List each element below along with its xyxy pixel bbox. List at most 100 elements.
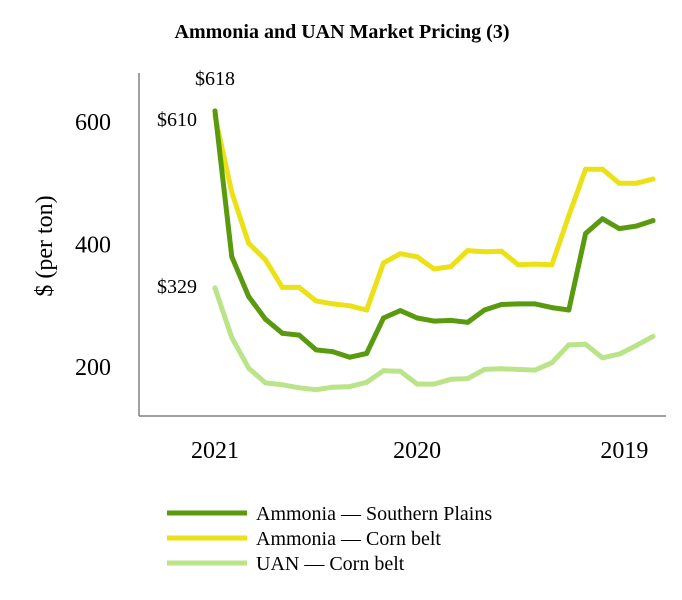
data-point xyxy=(279,284,285,290)
annotations: $618 $610 $329 xyxy=(157,68,235,298)
data-point xyxy=(616,226,622,232)
data-point xyxy=(229,254,235,260)
data-point xyxy=(482,366,487,372)
data-point xyxy=(296,284,302,290)
data-point xyxy=(515,366,521,372)
data-point xyxy=(347,384,353,390)
data-point xyxy=(229,335,235,341)
legend-label: UAN — Corn belt xyxy=(256,553,405,575)
data-point xyxy=(246,365,252,371)
x-tick-label: 2021 xyxy=(191,438,239,464)
x-tick-labels: 2021 2020 2019 xyxy=(191,438,648,464)
y-axis-title: $ (per ton) xyxy=(32,195,58,296)
data-point xyxy=(448,376,454,382)
data-point xyxy=(600,355,605,361)
data-point xyxy=(616,351,622,357)
data-point xyxy=(431,381,437,387)
data-point xyxy=(532,301,538,307)
data-point xyxy=(583,231,589,236)
data-point xyxy=(616,180,622,186)
data-point xyxy=(212,108,218,114)
data-point xyxy=(583,166,589,172)
data-point xyxy=(498,366,504,372)
series-line xyxy=(212,285,656,393)
value-annotation: $610 xyxy=(157,109,197,131)
data-point xyxy=(465,248,471,254)
data-point xyxy=(482,249,487,255)
series-0 xyxy=(212,108,656,360)
y-tick-label: 400 xyxy=(75,233,111,259)
data-point xyxy=(532,261,538,267)
y-tick-label: 200 xyxy=(75,355,111,381)
value-annotation: $329 xyxy=(157,276,197,298)
data-point xyxy=(364,379,370,385)
data-point xyxy=(364,307,370,313)
data-point xyxy=(650,176,656,182)
data-point xyxy=(633,223,639,229)
data-point xyxy=(482,307,487,313)
data-point xyxy=(633,343,639,349)
data-point xyxy=(600,216,605,222)
data-point xyxy=(549,305,555,311)
data-point xyxy=(330,301,336,307)
y-tick-labels: 200 400 600 xyxy=(75,110,111,381)
series-2 xyxy=(212,285,656,393)
data-point xyxy=(650,218,656,224)
data-point xyxy=(229,189,235,195)
data-point xyxy=(515,301,521,307)
data-point xyxy=(397,368,403,374)
data-point xyxy=(448,264,454,270)
data-point xyxy=(381,368,386,374)
data-point xyxy=(364,351,370,356)
data-point xyxy=(263,380,268,386)
data-point xyxy=(212,285,218,291)
data-point xyxy=(566,307,572,313)
legend-item: Ammonia — Corn belt xyxy=(167,528,441,550)
data-point xyxy=(498,302,504,307)
data-point xyxy=(263,316,268,322)
data-point xyxy=(313,298,319,304)
data-point xyxy=(650,333,656,339)
legend-item: Ammonia — Southern Plains xyxy=(167,503,492,525)
data-point xyxy=(414,315,420,321)
series-line xyxy=(212,113,656,313)
data-point xyxy=(583,341,589,347)
data-point xyxy=(263,257,268,263)
legend-item: UAN — Corn belt xyxy=(167,553,405,575)
data-point xyxy=(566,213,572,219)
legend-label: Ammonia — Southern Plains xyxy=(256,503,492,525)
y-tick-label: 600 xyxy=(75,110,111,136)
data-point xyxy=(498,248,504,254)
data-point xyxy=(566,342,572,348)
data-point xyxy=(397,251,403,257)
value-annotation: $618 xyxy=(195,68,235,90)
x-tick-label: 2019 xyxy=(600,438,648,464)
data-point xyxy=(246,240,252,246)
data-point xyxy=(515,262,521,268)
data-point xyxy=(414,381,420,387)
data-point xyxy=(633,180,639,186)
data-point xyxy=(532,367,538,373)
data-point xyxy=(330,349,336,355)
data-point xyxy=(431,318,437,324)
data-point xyxy=(414,254,420,260)
data-point xyxy=(381,260,386,266)
data-point xyxy=(279,330,285,336)
data-point xyxy=(347,303,353,309)
data-point xyxy=(448,317,454,323)
data-point xyxy=(381,315,386,321)
data-point xyxy=(296,332,302,338)
data-point xyxy=(313,347,319,353)
series-lines xyxy=(212,108,656,393)
data-point xyxy=(279,382,285,388)
data-point xyxy=(313,387,319,393)
x-tick-label: 2020 xyxy=(393,438,441,464)
data-point xyxy=(549,360,555,366)
data-point xyxy=(465,319,471,325)
series-1 xyxy=(212,113,656,313)
data-point xyxy=(330,384,336,390)
data-point xyxy=(296,385,302,391)
legend-label: Ammonia — Corn belt xyxy=(256,528,441,550)
legend: Ammonia — Southern Plains Ammonia — Corn … xyxy=(167,503,492,575)
